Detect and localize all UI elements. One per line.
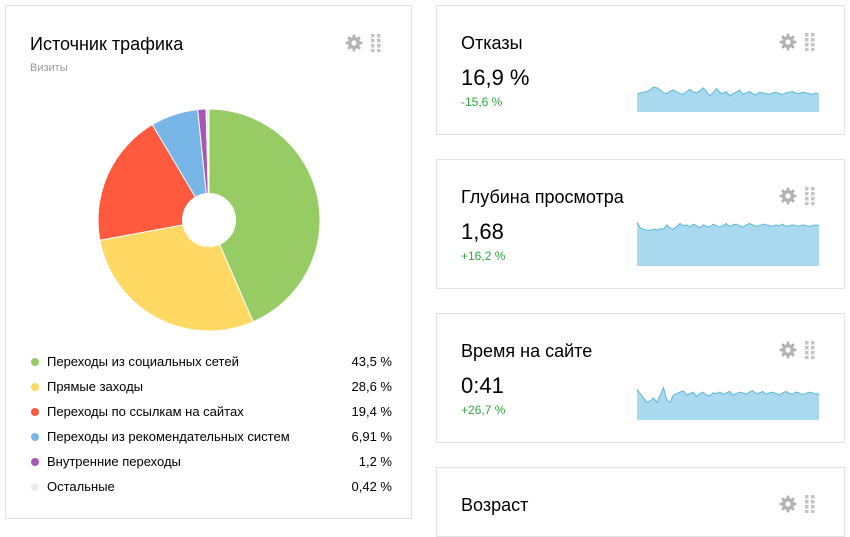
gear-icon[interactable]	[779, 341, 797, 359]
sparkline-area	[637, 87, 819, 112]
drag-handle-icon[interactable]	[371, 34, 381, 52]
drag-handle-icon[interactable]	[805, 33, 815, 51]
legend-value: 1,2 %	[358, 454, 392, 469]
legend-item[interactable]: Прямые заходы 28,6 %	[28, 374, 392, 399]
widget-title: Время на сайте	[461, 341, 593, 361]
legend-color-dot	[31, 432, 39, 441]
metric-value: 1,68	[461, 219, 504, 244]
widget-title: Глубина просмотра	[461, 187, 624, 207]
sparkline-line	[637, 221, 819, 231]
metric-widget-time-on-site: Время на сайте 0:41 +26,7 %	[436, 313, 845, 443]
legend-value: 0,42 %	[351, 479, 392, 494]
metric-value: 16,9 %	[461, 65, 530, 90]
metric-delta: -15,6 %	[461, 95, 503, 109]
gear-icon[interactable]	[779, 495, 797, 513]
widget-tools	[779, 495, 815, 513]
legend-label: Прямые заходы	[47, 379, 144, 394]
legend-color-dot	[31, 482, 39, 491]
pie-slice-0[interactable]	[208, 108, 321, 323]
drag-handle-icon[interactable]	[805, 495, 815, 513]
legend-label: Переходы по ссылкам на сайтах	[47, 404, 244, 419]
legend-value: 19,4 %	[351, 404, 392, 419]
metric-value: 0:41	[461, 373, 504, 398]
sparkline-chart	[637, 221, 819, 266]
widget-tools	[779, 341, 815, 359]
pie-slice-5[interactable]	[205, 108, 210, 221]
widget-title: Источник трафика	[30, 34, 184, 54]
metric-widget-bounce-rate: Отказы 16,9 % -15,6 %	[436, 5, 845, 135]
pie-slice-1[interactable]	[99, 219, 254, 332]
gear-icon[interactable]	[345, 34, 363, 52]
legend-color-dot	[31, 382, 39, 391]
legend-value: 43,5 %	[351, 354, 392, 369]
metric-delta: +26,7 %	[461, 403, 506, 417]
sparkline-area	[637, 387, 819, 420]
gear-icon[interactable]	[779, 187, 797, 205]
widget-subtitle: Визиты	[30, 62, 68, 74]
legend-item[interactable]: Переходы по ссылкам на сайтах 19,4 %	[28, 399, 392, 424]
legend-item[interactable]: Переходы из социальных сетей 43,5 %	[28, 349, 392, 374]
legend-color-dot	[31, 357, 39, 366]
widget-tools	[779, 33, 815, 51]
sparkline-chart	[637, 86, 819, 112]
legend-item[interactable]: Остальные 0,42 %	[28, 474, 392, 499]
traffic-source-widget: Источник трафика Визиты Переходы из соци…	[5, 5, 412, 519]
widget-tools	[779, 187, 815, 205]
metric-widget-age: Возраст	[436, 467, 845, 537]
sparkline-area	[637, 222, 819, 266]
widget-title: Отказы	[461, 33, 523, 53]
legend-label: Переходы из социальных сетей	[47, 354, 239, 369]
pie-slice-2[interactable]	[97, 123, 210, 241]
legend-label: Переходы из рекомендательных систем	[47, 429, 290, 444]
traffic-pie-chart	[97, 108, 321, 332]
legend-value: 6,91 %	[351, 429, 392, 444]
drag-handle-icon[interactable]	[805, 341, 815, 359]
sparkline-line	[637, 86, 819, 97]
legend-color-dot	[31, 407, 39, 416]
metric-widget-page-depth: Глубина просмотра 1,68 +16,2 %	[436, 159, 845, 289]
drag-handle-icon[interactable]	[805, 187, 815, 205]
widget-title: Возраст	[461, 495, 529, 515]
legend-label: Внутренние переходы	[47, 454, 181, 469]
sparkline-line	[637, 386, 819, 404]
pie-center-hole	[182, 193, 236, 247]
widget-tools	[345, 34, 381, 52]
legend-value: 28,6 %	[351, 379, 392, 394]
traffic-legend: Переходы из социальных сетей 43,5 % Прямые…	[28, 349, 392, 499]
metric-delta: +16,2 %	[461, 249, 506, 263]
legend-item[interactable]: Внутренние переходы 1,2 %	[28, 449, 392, 474]
legend-label: Остальные	[47, 479, 115, 494]
sparkline-chart	[637, 386, 819, 420]
gear-icon[interactable]	[779, 33, 797, 51]
legend-item[interactable]: Переходы из рекомендательных систем 6,91 …	[28, 424, 392, 449]
legend-color-dot	[31, 457, 39, 466]
